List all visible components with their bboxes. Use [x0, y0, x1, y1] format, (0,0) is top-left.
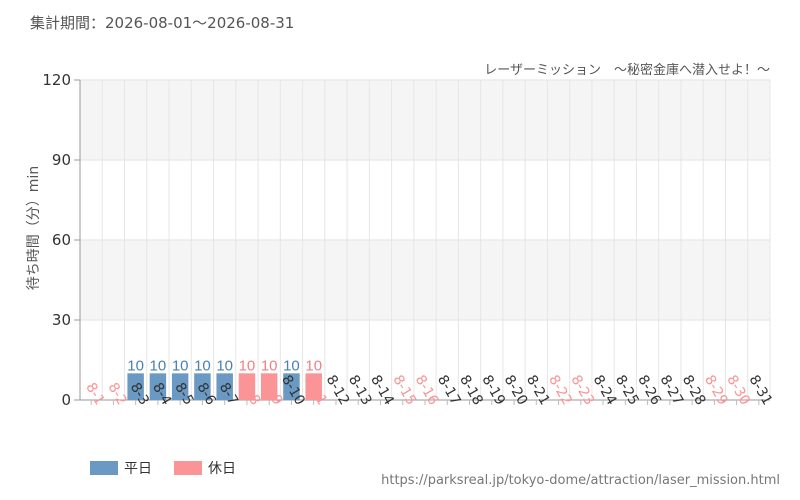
bar [149, 373, 167, 400]
bar [238, 373, 256, 400]
bar [260, 373, 278, 400]
bar-data-label: 10 [283, 357, 300, 374]
bar-data-label: 10 [127, 357, 144, 374]
bar [305, 373, 322, 400]
legend-swatch-holiday [174, 461, 202, 475]
bar [127, 373, 144, 400]
chart-title: レーザーミッション ～秘密金庫へ潜入せよ！～ [484, 63, 770, 78]
y-tick-label: 90 [52, 151, 71, 169]
bar-data-label: 10 [305, 357, 322, 374]
bar-data-label: 10 [150, 357, 167, 374]
bar-data-label: 10 [194, 357, 211, 374]
legend-label-weekday: 平日 [124, 461, 152, 477]
bar-data-label: 10 [239, 357, 256, 374]
y-tick-label: 120 [42, 71, 71, 89]
bar [216, 373, 233, 400]
y-tick-label: 60 [52, 231, 71, 249]
y-tick-label: 30 [52, 311, 71, 329]
bar [283, 373, 300, 400]
grid-band [80, 160, 770, 240]
bar-data-label: 10 [261, 357, 278, 374]
bar-data-label: 10 [172, 357, 189, 374]
legend: 平日 休日 [90, 458, 258, 478]
bar [194, 373, 211, 400]
bar-data-label: 10 [216, 357, 233, 374]
y-tick-label: 0 [61, 391, 71, 409]
legend-item-weekday: 平日 [90, 458, 152, 478]
bar [171, 373, 189, 400]
collection-period: 集計期間：2026-08-01～2026-08-31 [30, 14, 295, 32]
legend-label-holiday: 休日 [208, 461, 236, 477]
source-url: https://parksreal.jp/tokyo-dome/attracti… [381, 473, 780, 488]
legend-swatch-weekday [90, 461, 118, 475]
grid-band [80, 80, 770, 160]
legend-item-holiday: 休日 [174, 458, 236, 478]
grid-band [80, 240, 770, 320]
